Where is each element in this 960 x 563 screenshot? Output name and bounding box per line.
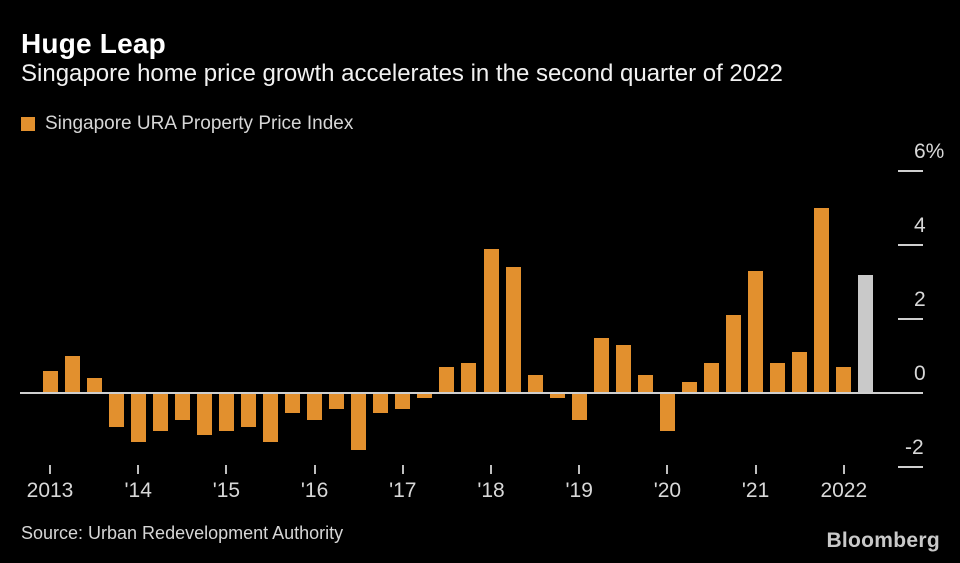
bar-2022-q2 — [858, 274, 874, 393]
bar-2022-q1 — [836, 367, 852, 393]
bar-2018-q1 — [483, 248, 499, 393]
bar-2017-q4 — [461, 363, 477, 393]
bar-2015-q4 — [285, 394, 301, 413]
bar-2016-q1 — [307, 394, 323, 420]
legend-label: Singapore URA Property Price Index — [45, 113, 354, 134]
bar-2013-q4 — [108, 394, 124, 428]
bar-2013-q1 — [42, 370, 58, 393]
bloomberg-logo: Bloomberg — [826, 529, 940, 552]
bar-2015-q3 — [263, 394, 278, 443]
x-axis-tick-15 — [225, 465, 228, 474]
y-axis-tick-6 — [898, 170, 923, 172]
bar-2021-q4 — [814, 208, 830, 393]
bar-2014-q3 — [174, 394, 190, 420]
x-axis-label-16: '16 — [300, 479, 329, 502]
bar-2020-q4 — [726, 315, 742, 393]
x-axis-label-2022: 2022 — [820, 479, 868, 502]
x-axis-baseline — [20, 392, 923, 394]
y-axis-label-0: 0 — [914, 362, 926, 385]
bar-2020-q3 — [704, 363, 719, 393]
bar-2014-q1 — [130, 394, 146, 443]
x-axis-tick-19 — [578, 465, 581, 474]
bar-2016-q4 — [373, 394, 389, 413]
bar-2013-q2 — [64, 356, 80, 393]
x-axis-label-21: '21 — [741, 479, 770, 502]
bar-2014-q2 — [152, 394, 168, 431]
bar-2019-q2 — [593, 337, 609, 393]
bar-2016-q2 — [329, 394, 345, 409]
bar-2019-q4 — [637, 374, 653, 393]
y-axis-label-2: 2 — [914, 288, 926, 311]
y-axis-tick-4 — [898, 244, 923, 246]
y-axis-tick-2 — [898, 318, 923, 320]
y-axis-tick--2 — [898, 466, 923, 468]
y-axis-label-6: 6% — [914, 140, 945, 163]
bar-2021-q2 — [770, 363, 786, 393]
bar-2019-q1 — [571, 394, 587, 420]
bar-2017-q2 — [417, 394, 433, 398]
bar-2015-q1 — [218, 394, 234, 431]
x-axis-label-14: '14 — [124, 479, 152, 502]
bar-2020-q2 — [681, 381, 697, 393]
x-axis-tick-2022 — [842, 465, 845, 474]
x-axis-tick-14 — [137, 465, 140, 474]
bar-2014-q4 — [196, 394, 212, 435]
x-axis-tick-20 — [666, 465, 669, 474]
chart-title: Huge Leap — [21, 28, 166, 59]
bar-2016-q3 — [351, 394, 367, 450]
x-axis-label-17: '17 — [389, 479, 417, 502]
source-note: Source: Urban Redevelopment Authority — [21, 523, 344, 543]
x-axis-label-19: '19 — [565, 479, 593, 502]
bar-2019-q3 — [615, 344, 631, 393]
legend: Singapore URA Property Price Index — [21, 113, 354, 134]
bar-2020-q1 — [659, 394, 675, 431]
bar-2021-q3 — [792, 352, 808, 393]
y-axis-label--2: -2 — [905, 436, 924, 459]
x-axis-tick-21 — [754, 465, 757, 474]
x-axis-label-2013: 2013 — [26, 479, 74, 502]
x-axis-tick-18 — [490, 465, 492, 474]
bar-2018-q2 — [505, 267, 521, 393]
bar-2017-q3 — [439, 367, 455, 393]
bar-2015-q2 — [240, 394, 256, 428]
bar-2018-q4 — [549, 394, 565, 398]
bar-2017-q1 — [395, 394, 411, 409]
x-axis-tick-2013 — [49, 465, 51, 474]
x-axis-tick-16 — [313, 465, 316, 474]
bar-2013-q3 — [86, 378, 102, 393]
y-axis-label-4: 4 — [914, 214, 926, 237]
x-axis-tick-17 — [401, 465, 404, 474]
chart-subtitle: Singapore home price growth accelerates … — [21, 60, 783, 87]
bar-2021-q1 — [748, 270, 764, 393]
bar-2018-q3 — [527, 374, 543, 393]
x-axis-label-20: '20 — [653, 479, 682, 502]
legend-swatch-icon — [21, 117, 35, 131]
x-axis-label-15: '15 — [212, 479, 241, 502]
x-axis-label-18: '18 — [477, 479, 505, 502]
